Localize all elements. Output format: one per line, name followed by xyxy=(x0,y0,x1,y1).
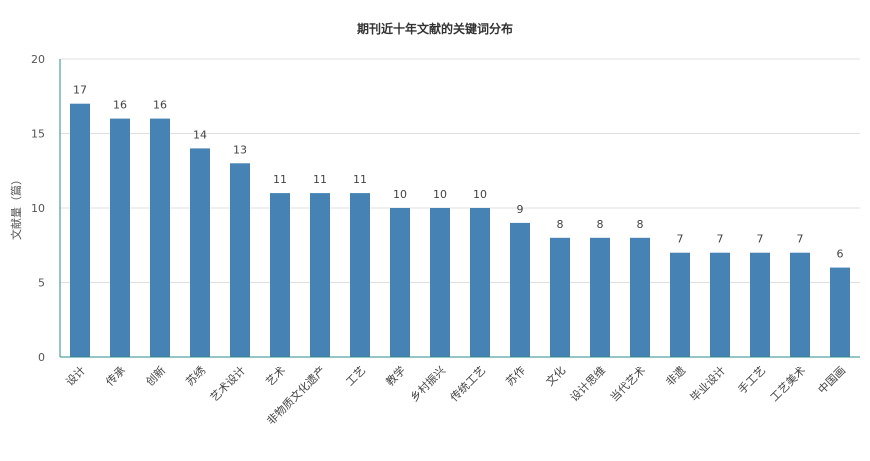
bars xyxy=(70,103,850,357)
data-label: 9 xyxy=(517,203,524,216)
x-tick-label: 文化 xyxy=(543,363,568,388)
y-tick-label: 0 xyxy=(38,351,45,364)
bar[interactable] xyxy=(470,208,490,357)
bar[interactable] xyxy=(230,163,250,357)
bar[interactable] xyxy=(190,148,210,357)
data-label: 6 xyxy=(837,248,844,261)
data-labels: 17 16 16 14 13 11 11 11 10 10 10 9 8 8 8 7 7 7 7 6 xyxy=(73,84,844,261)
x-tick-label: 当代艺术 xyxy=(607,363,648,404)
x-tick-label: 苏作 xyxy=(503,364,528,389)
bar[interactable] xyxy=(710,252,730,357)
bar[interactable] xyxy=(510,222,530,357)
y-tick-label: 10 xyxy=(31,202,45,215)
data-label: 7 xyxy=(717,233,724,246)
x-tick-label: 中国画 xyxy=(816,364,849,397)
x-tick-label: 毕业设计 xyxy=(688,364,728,404)
bar[interactable] xyxy=(390,208,410,357)
bar[interactable] xyxy=(750,252,770,357)
data-label: 8 xyxy=(637,218,644,231)
bar[interactable] xyxy=(630,237,650,357)
data-label: 16 xyxy=(113,99,127,112)
data-label: 11 xyxy=(313,173,327,186)
data-label: 11 xyxy=(353,173,367,186)
data-label: 10 xyxy=(393,188,407,201)
data-label: 16 xyxy=(153,99,167,112)
x-tick-label: 艺术 xyxy=(263,364,288,389)
bar[interactable] xyxy=(430,208,450,357)
data-label: 8 xyxy=(557,218,564,231)
x-tick-label: 创新 xyxy=(143,363,168,388)
y-tick-label: 15 xyxy=(31,128,45,141)
data-label: 10 xyxy=(473,188,487,201)
x-tick-label: 工艺美术 xyxy=(768,364,808,404)
data-label: 17 xyxy=(73,84,87,97)
x-tick-label: 传统工艺 xyxy=(448,364,488,404)
bar[interactable] xyxy=(670,252,690,357)
bar[interactable] xyxy=(110,118,130,357)
data-label: 7 xyxy=(757,233,764,246)
x-tick-label: 设计 xyxy=(63,364,88,389)
bar[interactable] xyxy=(270,193,290,357)
x-tick-label: 教学 xyxy=(383,363,408,388)
x-tick-label: 乡村振兴 xyxy=(407,363,448,404)
data-label: 13 xyxy=(233,143,247,156)
y-tick-labels: 0 5 10 15 20 xyxy=(31,53,45,364)
data-label: 10 xyxy=(433,188,447,201)
y-tick-label: 20 xyxy=(31,53,45,66)
bar[interactable] xyxy=(70,103,90,357)
x-tick-label: 工艺 xyxy=(343,364,368,389)
bar[interactable] xyxy=(790,252,810,357)
x-tick-label: 苏绣 xyxy=(183,364,208,389)
data-label: 7 xyxy=(677,233,684,246)
data-label: 8 xyxy=(597,218,604,231)
bar[interactable] xyxy=(590,237,610,357)
x-tick-label: 设计思维 xyxy=(568,364,608,404)
bar[interactable] xyxy=(310,193,330,357)
x-tick-label: 手工艺 xyxy=(735,363,768,396)
axes xyxy=(59,59,860,358)
bar[interactable] xyxy=(150,118,170,357)
data-label: 11 xyxy=(273,173,287,186)
bar[interactable] xyxy=(550,237,570,357)
gridlines xyxy=(60,58,860,283)
chart-title: 期刊近十年文献的关键词分布 xyxy=(356,22,513,36)
y-axis-title: 文献量（篇） xyxy=(9,174,23,240)
data-label: 7 xyxy=(797,233,804,246)
bar[interactable] xyxy=(830,267,850,357)
x-tick-label: 艺术设计 xyxy=(208,364,248,404)
data-label: 14 xyxy=(193,128,207,141)
y-tick-label: 5 xyxy=(38,277,45,290)
x-tick-label: 非遗 xyxy=(663,363,688,388)
x-tick-label: 传承 xyxy=(103,364,128,389)
bar[interactable] xyxy=(350,193,370,357)
